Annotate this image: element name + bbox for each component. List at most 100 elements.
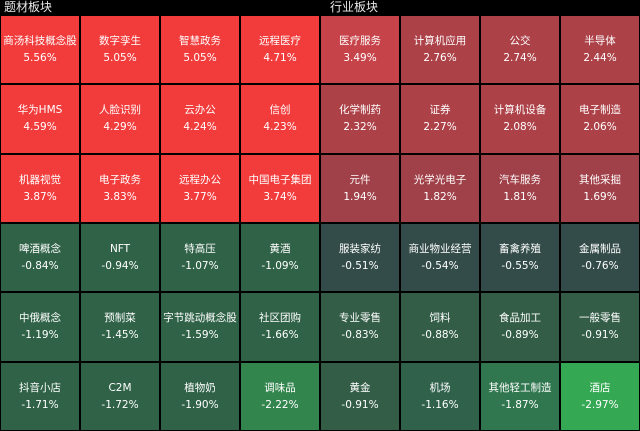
sector-name: 预制菜 (104, 312, 136, 325)
sector-change-percent: -2.97% (581, 398, 619, 411)
sector-tile[interactable]: 人脸识别 4.29% (80, 84, 160, 154)
theme-sector-heatmap: 商汤科技概念股 5.56% 数字孪生 5.05% 智慧政务 5.05% 远程医疗 4.71% 华… (0, 15, 320, 431)
sector-name: 酒店 (589, 381, 611, 394)
sector-tile[interactable]: 其他轻工制造 -1.87% (480, 361, 560, 431)
sector-tile[interactable]: 半导体 2.44% (560, 15, 640, 85)
sector-name: 饲料 (429, 312, 451, 325)
sector-tile[interactable]: 机场 -1.16% (400, 361, 480, 431)
sector-change-percent: 3.49% (343, 52, 377, 65)
industry-sector-title: 行业板块 (330, 0, 379, 14)
sector-tile[interactable]: 食品加工 -0.89% (480, 292, 560, 362)
sector-change-percent: 3.87% (23, 190, 57, 203)
sector-name: 抖音小店 (19, 381, 61, 394)
sector-name: 黄金 (349, 381, 371, 394)
sector-tile[interactable]: 数字孪生 5.05% (80, 15, 160, 85)
sector-name: 远程办公 (179, 173, 221, 186)
sector-tile[interactable]: 专业零售 -0.83% (320, 292, 400, 362)
sector-tile[interactable]: 字节跳动概念股 -1.59% (160, 292, 240, 362)
sector-tile[interactable]: 一般零售 -0.91% (560, 292, 640, 362)
sector-tile[interactable]: 信创 4.23% (240, 84, 320, 154)
sector-change-percent: 5.05% (183, 52, 217, 65)
sector-change-percent: 1.69% (583, 190, 617, 203)
sector-tile[interactable]: 光学光电子 1.82% (400, 153, 480, 223)
sector-tile[interactable]: 智慧政务 5.05% (160, 15, 240, 85)
sector-tile[interactable]: 华为HMS 4.59% (0, 84, 80, 154)
sector-tile[interactable]: 金属制品 -0.76% (560, 223, 640, 293)
sector-name: 植物奶 (184, 381, 216, 394)
sector-change-percent: -0.94% (101, 260, 139, 273)
sector-tile[interactable]: 社区团购 -1.66% (240, 292, 320, 362)
sector-name: 云办公 (184, 104, 216, 117)
sector-tile[interactable]: 其他采掘 1.69% (560, 153, 640, 223)
sector-name: 半导体 (584, 35, 616, 48)
sector-change-percent: -0.91% (581, 329, 619, 342)
sector-change-percent: -1.90% (181, 398, 219, 411)
sector-tile[interactable]: 酒店 -2.97% (560, 361, 640, 431)
sector-name: 中国电子集团 (248, 173, 312, 186)
sector-tile[interactable]: 调味品 -2.22% (240, 361, 320, 431)
sector-tile[interactable]: 植物奶 -1.90% (160, 361, 240, 431)
sector-tile[interactable]: 计算机应用 2.76% (400, 15, 480, 85)
sector-tile[interactable]: NFT -0.94% (80, 223, 160, 293)
sector-name: 电子政务 (99, 173, 141, 186)
sector-tile[interactable]: 预制菜 -1.45% (80, 292, 160, 362)
sector-tile[interactable]: 中俄概念 -1.19% (0, 292, 80, 362)
sector-change-percent: -2.22% (261, 398, 299, 411)
sector-change-percent: -1.66% (261, 329, 299, 342)
sector-change-percent: 4.29% (103, 121, 137, 134)
sector-name: 其他采掘 (579, 173, 621, 186)
sector-change-percent: 1.82% (423, 190, 457, 203)
sector-name: 智慧政务 (179, 35, 221, 48)
sector-name: 一般零售 (579, 312, 621, 325)
sector-change-percent: -0.54% (421, 260, 459, 273)
sector-name: 华为HMS (17, 104, 63, 117)
sector-tile[interactable]: 电子制造 2.06% (560, 84, 640, 154)
sector-tile[interactable]: C2M -1.72% (80, 361, 160, 431)
sector-change-percent: 2.74% (503, 52, 537, 65)
sector-name: 金属制品 (579, 243, 621, 256)
sector-name: 医疗服务 (339, 35, 381, 48)
sector-change-percent: 2.44% (583, 52, 617, 65)
sector-tile[interactable]: 化学制药 2.32% (320, 84, 400, 154)
sector-tile[interactable]: 元件 1.94% (320, 153, 400, 223)
sector-change-percent: -1.59% (181, 329, 219, 342)
sector-change-percent: -1.87% (501, 398, 539, 411)
sector-tile[interactable]: 抖音小店 -1.71% (0, 361, 80, 431)
industry-sector-heatmap: 医疗服务 3.49% 计算机应用 2.76% 公交 2.74% 半导体 2.44% 化学制药 2.… (320, 15, 640, 431)
sector-change-percent: -0.51% (341, 260, 379, 273)
sector-tile[interactable]: 汽车服务 1.81% (480, 153, 560, 223)
sector-tile[interactable]: 中国电子集团 3.74% (240, 153, 320, 223)
sector-name: 公交 (509, 35, 531, 48)
sector-tile[interactable]: 公交 2.74% (480, 15, 560, 85)
sector-tile[interactable]: 啤酒概念 -0.84% (0, 223, 80, 293)
sector-change-percent: 4.24% (183, 121, 217, 134)
sector-tile[interactable]: 商汤科技概念股 5.56% (0, 15, 80, 85)
sector-name: 啤酒概念 (19, 243, 61, 256)
sector-change-percent: -0.89% (501, 329, 539, 342)
sector-change-percent: -1.71% (21, 398, 59, 411)
sector-tile[interactable]: 黄金 -0.91% (320, 361, 400, 431)
sector-tile[interactable]: 机器视觉 3.87% (0, 153, 80, 223)
sector-tile[interactable]: 特高压 -1.07% (160, 223, 240, 293)
sector-tile[interactable]: 计算机设备 2.08% (480, 84, 560, 154)
sector-name: 机场 (429, 381, 451, 394)
sector-tile[interactable]: 云办公 4.24% (160, 84, 240, 154)
sector-tile[interactable]: 远程办公 3.77% (160, 153, 240, 223)
sector-name: 商汤科技概念股 (3, 35, 77, 48)
sector-tile[interactable]: 畜禽养殖 -0.55% (480, 223, 560, 293)
sector-tile[interactable]: 服装家纺 -0.51% (320, 223, 400, 293)
sector-change-percent: 5.05% (103, 52, 137, 65)
sector-tile[interactable]: 电子政务 3.83% (80, 153, 160, 223)
sector-name: 光学光电子 (413, 173, 467, 186)
sector-tile[interactable]: 黄酒 -1.09% (240, 223, 320, 293)
sector-change-percent: 2.27% (423, 121, 457, 134)
sector-change-percent: 1.94% (343, 190, 377, 203)
sector-tile[interactable]: 饲料 -0.88% (400, 292, 480, 362)
sector-tile[interactable]: 证券 2.27% (400, 84, 480, 154)
sector-tile[interactable]: 商业物业经营 -0.54% (400, 223, 480, 293)
sector-name: 元件 (349, 173, 371, 186)
theme-sector-title: 题材板块 (4, 0, 53, 14)
sector-name: 中俄概念 (19, 312, 61, 325)
sector-tile[interactable]: 远程医疗 4.71% (240, 15, 320, 85)
sector-tile[interactable]: 医疗服务 3.49% (320, 15, 400, 85)
